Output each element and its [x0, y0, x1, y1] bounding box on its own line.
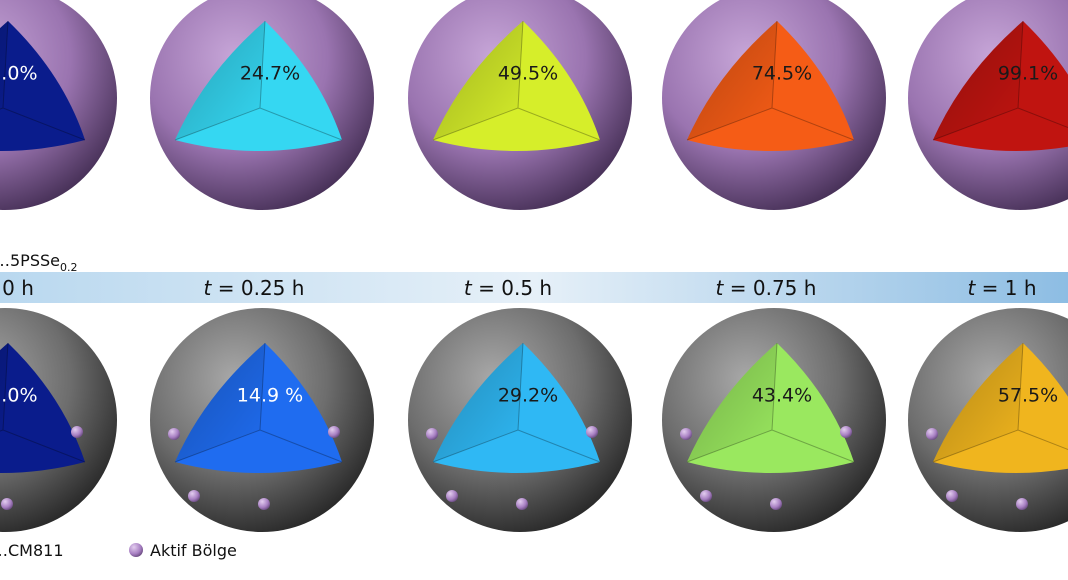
active-region-bead — [1, 498, 13, 510]
bottom-cell-1: 14.9 % — [150, 308, 374, 532]
top-core-edges — [432, 20, 601, 141]
top-fraction-label: 99.1% — [998, 63, 1058, 85]
top-fraction-label: 49.5% — [498, 63, 558, 85]
top-cell-2: 49.5% — [408, 0, 632, 210]
top-core-shading — [687, 21, 777, 140]
top-core-shading — [933, 21, 1023, 140]
bottom-cell-3: 43.4% — [662, 308, 886, 532]
top-fraction-label: 74.5% — [752, 63, 812, 85]
bottom-fraction-label: …0% — [0, 385, 38, 407]
active-region-bead — [71, 426, 83, 438]
top-cell-3: 74.5% — [662, 0, 886, 210]
active-region-bead — [516, 498, 528, 510]
legend: Aktif Bölge — [129, 541, 237, 560]
time-label-2: t = 0.5 h — [464, 276, 552, 300]
active-region-bead — [586, 426, 598, 438]
top-core-edges — [174, 20, 343, 141]
active-region-bead — [328, 426, 340, 438]
top-fraction-label: 24.7% — [240, 63, 300, 85]
active-region-bead — [946, 490, 958, 502]
active-region-bead — [700, 490, 712, 502]
active-region-bead — [840, 426, 852, 438]
top-core-edges — [0, 20, 86, 141]
bottom-cell-4: 57.5% — [908, 308, 1068, 532]
active-region-bead — [1016, 498, 1028, 510]
top-core-shading — [433, 21, 523, 140]
top-cell-4: 99.1% — [908, 0, 1068, 210]
top-material-label: …5PSSe0.2 — [0, 251, 77, 274]
top-cell-1: 24.7% — [150, 0, 374, 210]
top-core-shading — [0, 21, 8, 110]
active-region-bead — [188, 490, 200, 502]
active-region-bead — [680, 428, 692, 440]
bottom-fraction-label: 43.4% — [752, 385, 812, 407]
bottom-fraction-label: 14.9 % — [237, 385, 303, 407]
bottom-core-shading — [933, 343, 1023, 462]
bottom-core-shading — [687, 343, 777, 462]
top-core-edges — [686, 20, 855, 141]
time-label-3: t = 0.75 h — [716, 276, 817, 300]
top-fraction-label: …0% — [0, 63, 38, 85]
bottom-core-edges — [0, 342, 86, 463]
active-region-bead — [926, 428, 938, 440]
bottom-core-edges — [432, 342, 601, 463]
legend-active-region-label: Aktif Bölge — [150, 541, 237, 560]
time-label-4: t = 1 h — [967, 276, 1036, 300]
bottom-cutaway-core — [0, 343, 85, 473]
active-region-bead — [426, 428, 438, 440]
active-region-bead — [258, 498, 270, 510]
bottom-material-label: …CM811 — [0, 541, 64, 560]
top-row: …0% 24.7% 49.5% 74.5% 99.1% — [0, 0, 1068, 210]
active-region-bead — [446, 490, 458, 502]
time-band — [0, 272, 1068, 303]
bottom-fraction-label: 29.2% — [498, 385, 558, 407]
bottom-core-edges — [686, 342, 855, 463]
bottom-core-edges — [932, 342, 1068, 463]
time-label-1: t = 0.25 h — [204, 276, 305, 300]
bottom-row: …0% 14.9 % 29.2% 43.4% 57.5% — [0, 308, 1068, 532]
bottom-core-shading — [433, 343, 523, 462]
time-labels: …0 h t = 0.25 h t = 0.5 h t = 0.75 h t = 1 h — [0, 276, 1037, 300]
active-region-bead — [770, 498, 782, 510]
bottom-core-edges — [174, 342, 343, 463]
time-label-0: …0 h — [0, 276, 34, 300]
bottom-core-shading — [0, 343, 8, 432]
top-cutaway-core — [0, 21, 85, 151]
top-cell-0: …0% — [0, 0, 117, 210]
bottom-fraction-label: 57.5% — [998, 385, 1058, 407]
bottom-cell-0: …0% — [0, 308, 117, 532]
bottom-cell-2: 29.2% — [408, 308, 632, 532]
active-region-bead — [168, 428, 180, 440]
legend-active-region-marker — [129, 543, 143, 557]
top-core-shading — [175, 21, 265, 140]
top-core-edges — [932, 20, 1068, 141]
bottom-core-shading — [175, 343, 265, 462]
